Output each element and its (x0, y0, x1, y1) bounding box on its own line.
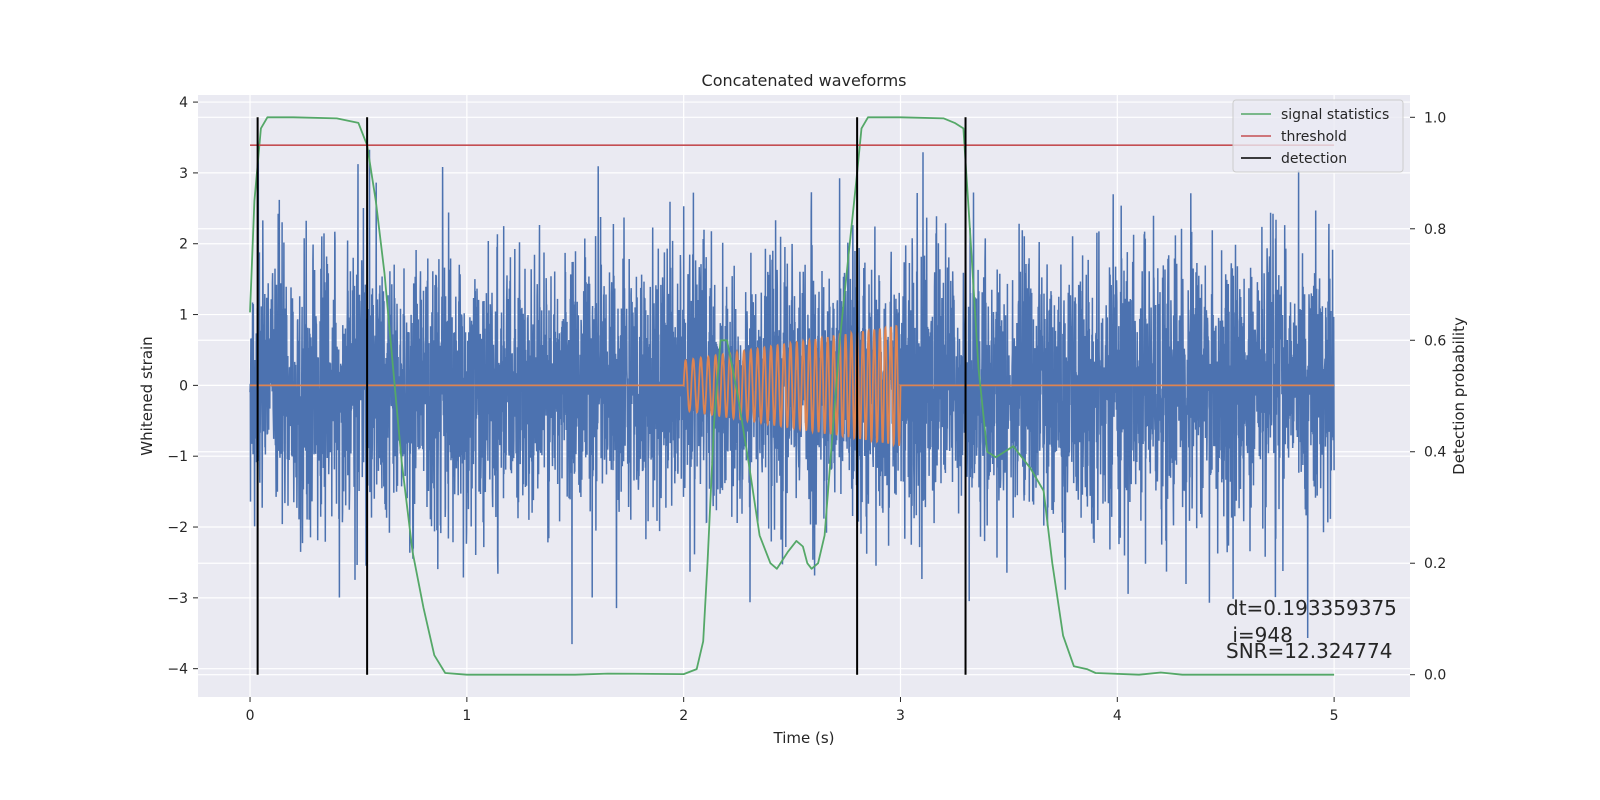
y2-tick-label: 0.8 (1424, 222, 1446, 238)
x-tick-label: 1 (462, 708, 471, 724)
x-tick-label: 4 (1113, 708, 1122, 724)
y-tick-label: −2 (167, 520, 188, 536)
y-axis-label: Whitened strain (138, 336, 156, 455)
series-whitened-strain-line (249, 149, 1335, 645)
x-axis-label: Time (s) (773, 729, 835, 747)
legend-label-threshold: threshold (1281, 129, 1347, 145)
y-tick-label: −4 (167, 662, 188, 678)
annotation-index: i=948 (1226, 623, 1293, 647)
x-tick-label: 2 (679, 708, 688, 724)
y2-tick-label: 0.2 (1424, 556, 1446, 572)
annotation-snr: SNR=12.324774 (1226, 639, 1392, 663)
plot-data (249, 116, 1335, 676)
y-tick-label: −3 (167, 591, 188, 607)
y-tick-label: 1 (179, 308, 188, 324)
y-tick-label: 2 (179, 237, 188, 253)
legend-label-signal-statistics: signal statistics (1281, 107, 1389, 123)
x-tick-label: 3 (896, 708, 905, 724)
annotation-dt: dt=0.193359375 (1226, 596, 1397, 620)
x-tick-label: 5 (1330, 708, 1339, 724)
y2-axis-label: Detection probability (1450, 317, 1468, 475)
y2-tick-label: 1.0 (1424, 110, 1446, 126)
y2-tick-label: 0.0 (1424, 668, 1446, 684)
axes: 0 1 2 3 4 5 4 3 2 1 0 −1 −2 −3 −4 1.0 0.8 0.6 0.4 0.2 0.0 (167, 95, 1446, 724)
y2-tick-label: 0.4 (1424, 445, 1446, 461)
y-tick-label: 4 (179, 95, 188, 111)
legend: signal statistics threshold detection (1232, 99, 1404, 173)
legend-box (1232, 99, 1404, 173)
series-injected-waveform-line (250, 324, 1335, 448)
y2-tick-label: 0.6 (1424, 333, 1446, 349)
y-tick-label: −1 (167, 449, 188, 465)
x-tick-label: 0 (246, 708, 255, 724)
y-tick-label: 0 (179, 378, 188, 394)
grid (198, 95, 1410, 697)
y-tick-label: 3 (179, 166, 188, 182)
series-signal-statistics-line (249, 116, 1335, 676)
legend-label-detection: detection (1281, 151, 1347, 167)
chart-title: Concatenated waveforms (702, 71, 907, 90)
